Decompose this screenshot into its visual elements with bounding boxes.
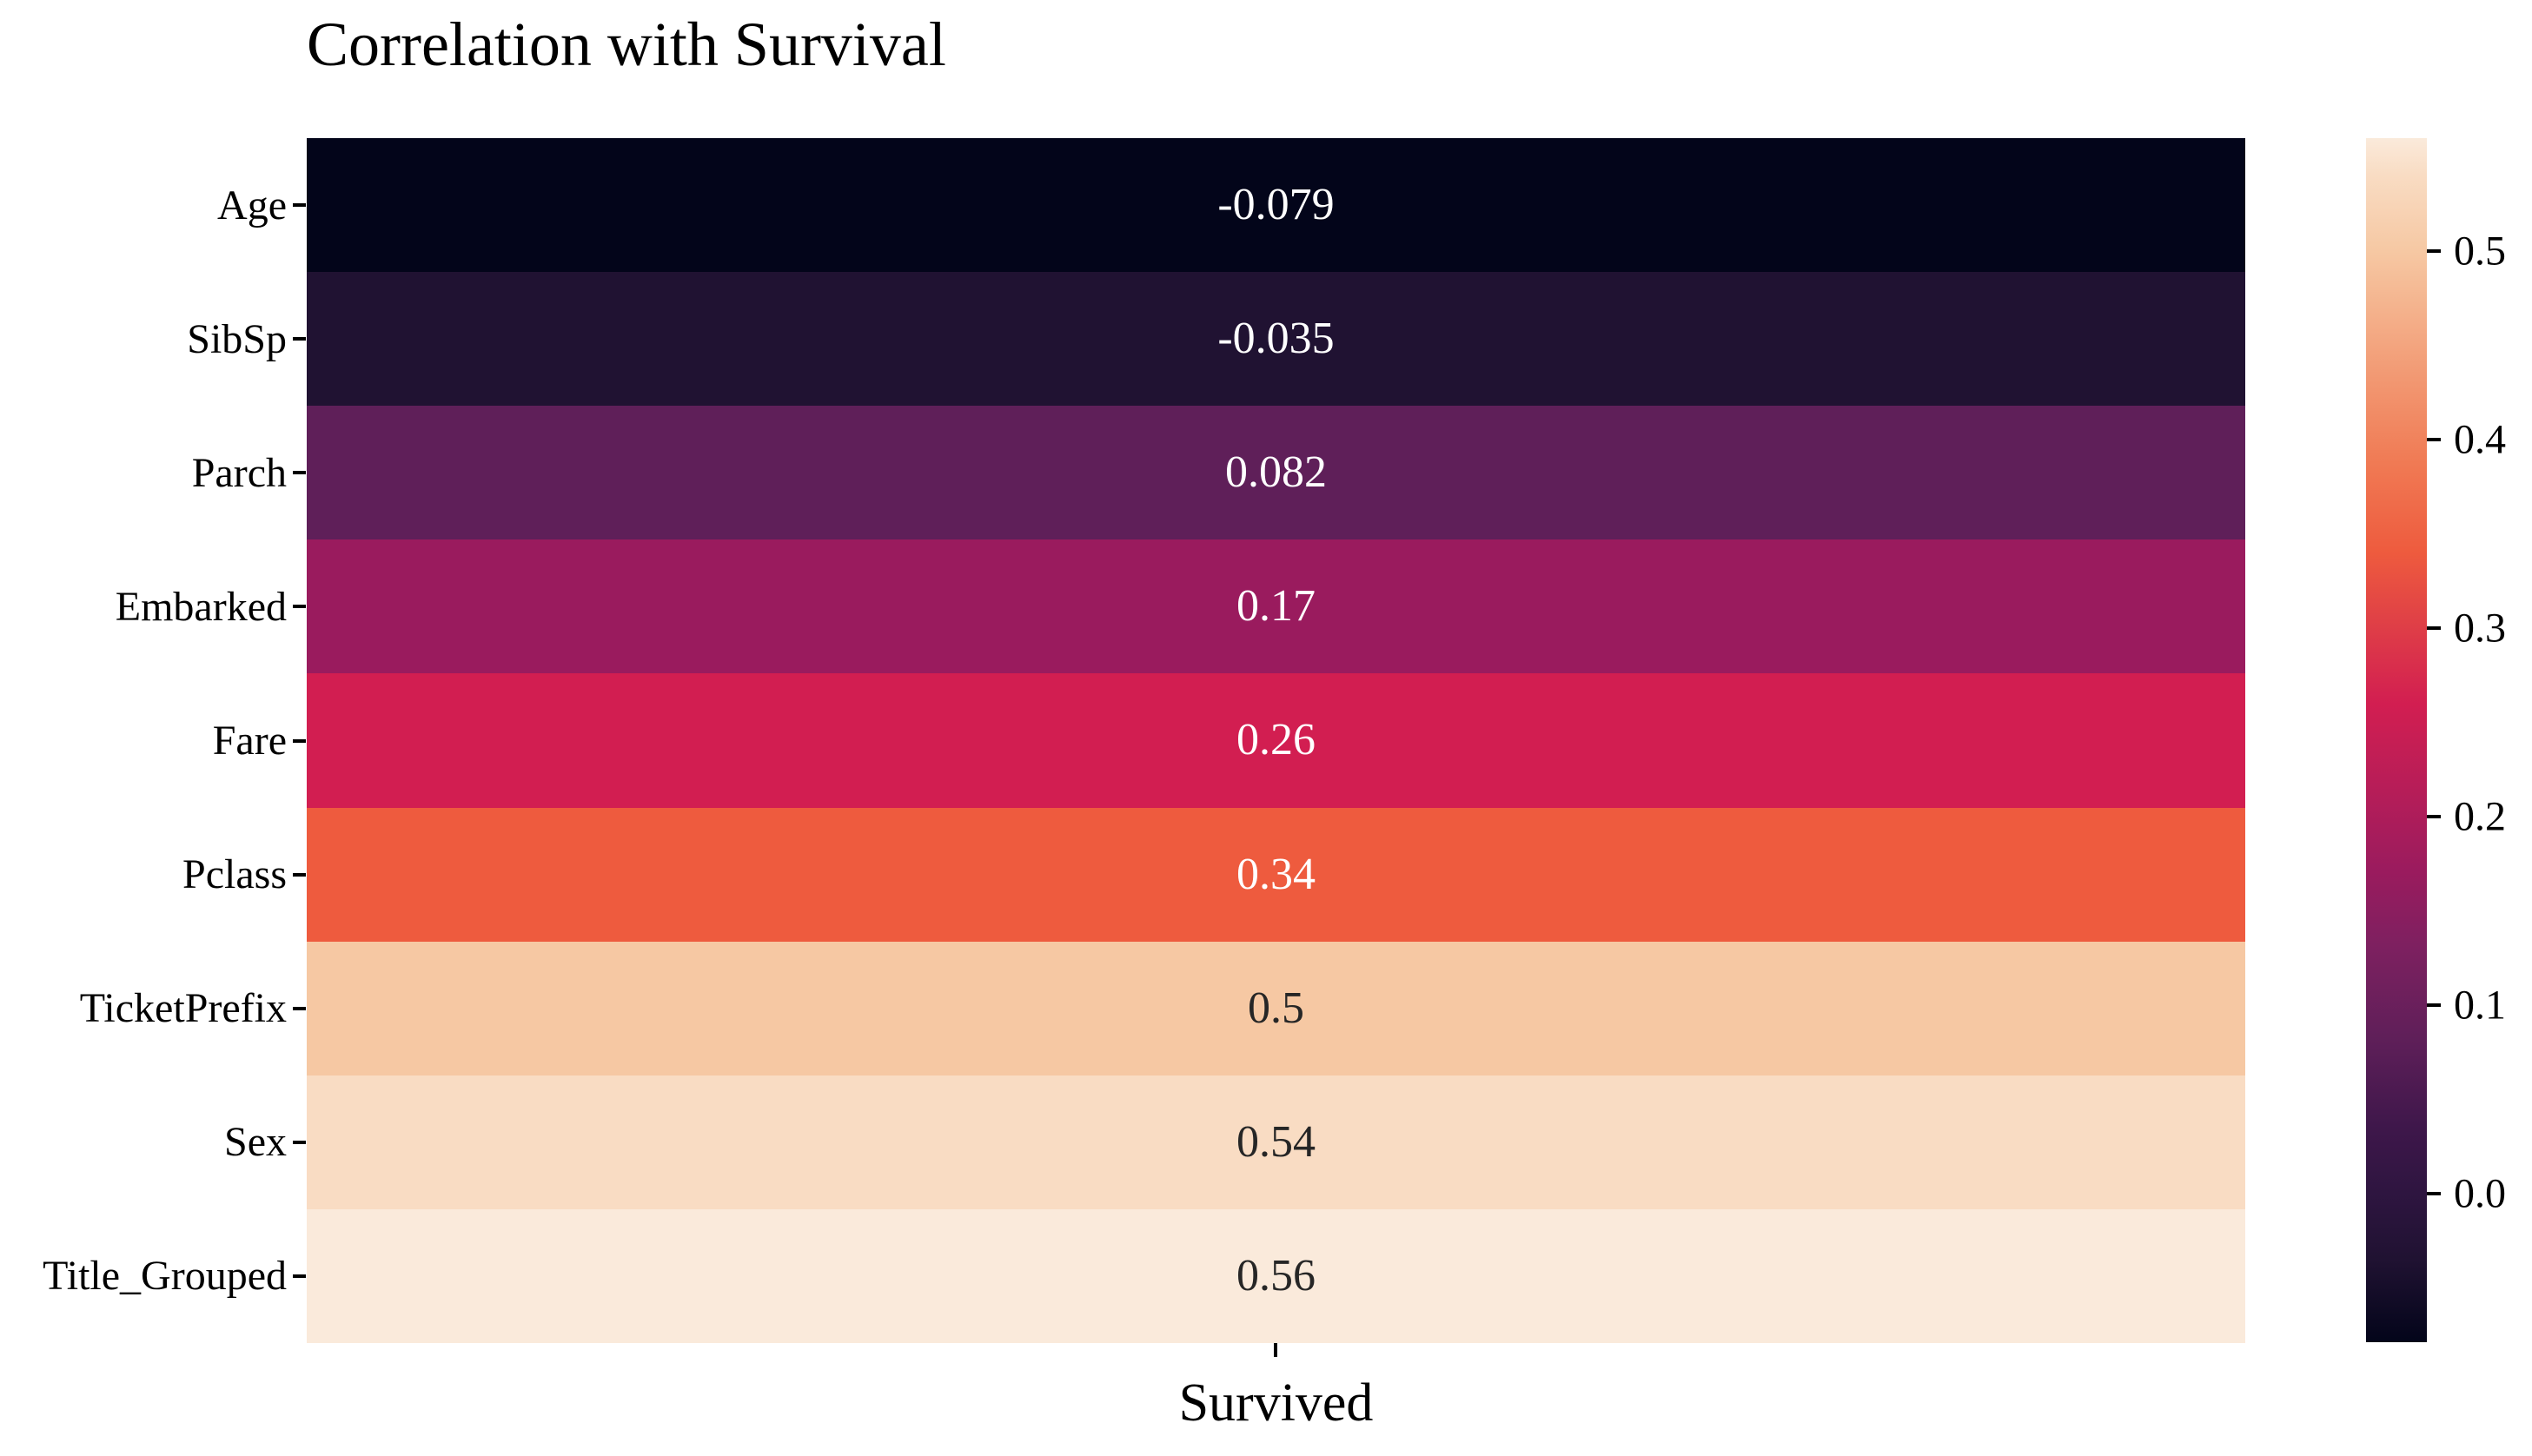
y-tick-mark — [293, 1140, 306, 1144]
colorbar-tick-label: 0.1 — [2454, 982, 2506, 1029]
x-tick-mark — [1274, 1343, 1277, 1357]
cell-value: 0.082 — [1225, 447, 1327, 498]
y-tick-label: Title_Grouped — [43, 1253, 287, 1300]
heatmap-cell: 0.56 — [307, 1208, 2245, 1343]
cell-value: 0.17 — [1236, 581, 1316, 632]
heatmap-cell: 0.26 — [307, 673, 2245, 808]
y-tick-label: SibSp — [187, 315, 287, 362]
y-tick-label: Parch — [191, 449, 287, 496]
y-tick-mark — [293, 471, 306, 475]
y-tick-mark — [293, 1006, 306, 1010]
colorbar-tick-label: 0.4 — [2454, 416, 2506, 463]
colorbar-tick-label: 0.2 — [2454, 793, 2506, 840]
y-tick-label: Embarked — [115, 583, 287, 630]
cell-value: 0.34 — [1236, 849, 1316, 899]
heatmap-cell: 0.54 — [307, 1075, 2245, 1209]
y-tick-mark — [293, 1274, 306, 1278]
y-tick-label: Sex — [224, 1119, 287, 1166]
colorbar-tick-mark — [2427, 249, 2441, 254]
y-tick-label: TicketPrefix — [79, 985, 287, 1032]
colorbar-tick-label: 0.3 — [2454, 605, 2506, 652]
colorbar-tick-label: 0.0 — [2454, 1170, 2506, 1217]
colorbar-tick-mark — [2427, 1191, 2441, 1195]
colorbar-tick-mark — [2427, 625, 2441, 630]
heatmap-plot-area: -0.079 -0.035 0.082 0.17 0.26 0.34 0.5 0.54 0.56 — [307, 138, 2245, 1343]
colorbar-tick-mark — [2427, 438, 2441, 442]
heatmap-cell: 0.5 — [307, 941, 2245, 1075]
y-tick-mark — [293, 605, 306, 609]
cell-value: 0.5 — [1248, 983, 1304, 1033]
colorbar-tick-mark — [2427, 814, 2441, 818]
chart-title: Correlation with Survival — [307, 10, 946, 79]
cell-value: 0.54 — [1236, 1116, 1316, 1167]
y-tick-mark — [293, 738, 306, 743]
y-tick-label: Age — [217, 182, 287, 228]
colorbar-axis: 0.0 0.1 0.2 0.3 0.4 0.5 — [2427, 138, 2532, 1342]
cell-value: -0.079 — [1217, 180, 1335, 230]
y-tick-label: Fare — [212, 717, 287, 764]
cell-value: 0.26 — [1236, 715, 1316, 765]
heatmap-cell: 0.34 — [307, 807, 2245, 942]
heatmap-cell: -0.079 — [307, 138, 2245, 273]
cell-value: -0.035 — [1217, 314, 1335, 364]
heatmap-cell: 0.082 — [307, 406, 2245, 540]
y-tick-mark — [293, 203, 306, 208]
y-tick-mark — [293, 872, 306, 877]
colorbar-gradient — [2366, 138, 2427, 1342]
y-axis: Age SibSp Parch Embarked Fare Pclass TicketPre… — [0, 138, 307, 1343]
heatmap-cell: 0.17 — [307, 539, 2245, 674]
colorbar-tick-mark — [2427, 1003, 2441, 1007]
heatmap-cell: -0.035 — [307, 272, 2245, 407]
y-tick-mark — [293, 337, 306, 341]
cell-value: 0.56 — [1236, 1250, 1316, 1300]
colorbar-tick-label: 0.5 — [2454, 228, 2506, 275]
y-tick-label: Pclass — [182, 851, 287, 898]
x-axis-label: Survived — [1178, 1373, 1374, 1433]
